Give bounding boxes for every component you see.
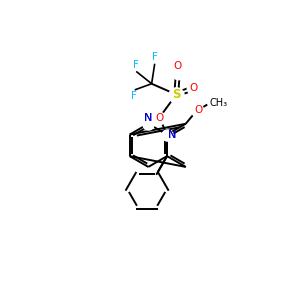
Text: F: F	[133, 60, 138, 70]
Text: O: O	[174, 61, 182, 71]
Text: O: O	[155, 112, 164, 123]
Text: N: N	[168, 130, 176, 140]
Text: F: F	[131, 92, 137, 101]
Text: N: N	[168, 130, 176, 140]
Text: O: O	[194, 105, 202, 115]
Text: CH₃: CH₃	[210, 98, 228, 108]
Text: S: S	[172, 88, 181, 101]
Text: F: F	[152, 52, 158, 62]
Text: N: N	[144, 113, 152, 123]
Text: O: O	[190, 82, 198, 93]
Text: N: N	[144, 113, 152, 123]
